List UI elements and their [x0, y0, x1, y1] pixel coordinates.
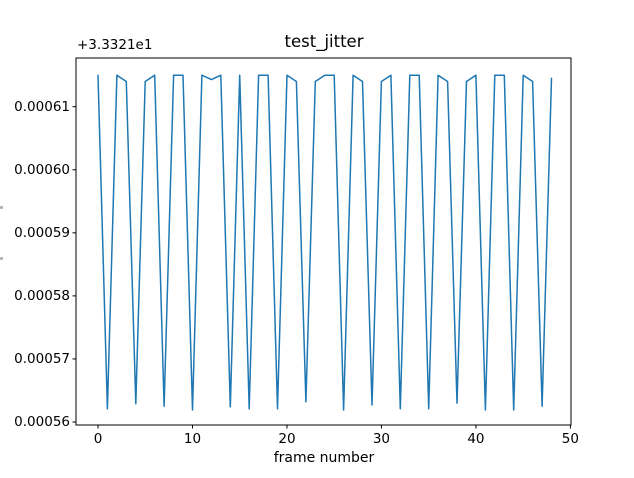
- x-tick-label: 30: [372, 431, 391, 447]
- clipped-ylabel-fragment: [0, 257, 3, 260]
- clipped-ylabel-fragment: [0, 206, 3, 209]
- y-tick-label: 0.00061: [14, 98, 70, 115]
- x-tick-label: 10: [183, 431, 202, 447]
- chart-title: test_jitter: [284, 32, 364, 51]
- x-tick-label: 0: [93, 431, 103, 447]
- y-tick-label: 0.00057: [14, 350, 70, 367]
- y-tick-label: 0.00058: [14, 287, 70, 304]
- axis-tick-marks: [72, 106, 571, 429]
- x-tick-label: 20: [278, 431, 296, 447]
- axes-spines: [75, 57, 572, 426]
- jitter-line-series: [97, 74, 553, 411]
- y-tick-label: 0.00060: [14, 161, 70, 178]
- x-tick-label: 40: [467, 431, 485, 447]
- y-axis-offset-text: +3.3321e1: [77, 37, 153, 53]
- y-tick-label: 0.00059: [14, 224, 70, 241]
- x-tick-label: 50: [561, 431, 579, 447]
- y-tick-label: 0.00056: [14, 414, 70, 430]
- x-axis-label: frame number: [273, 450, 375, 466]
